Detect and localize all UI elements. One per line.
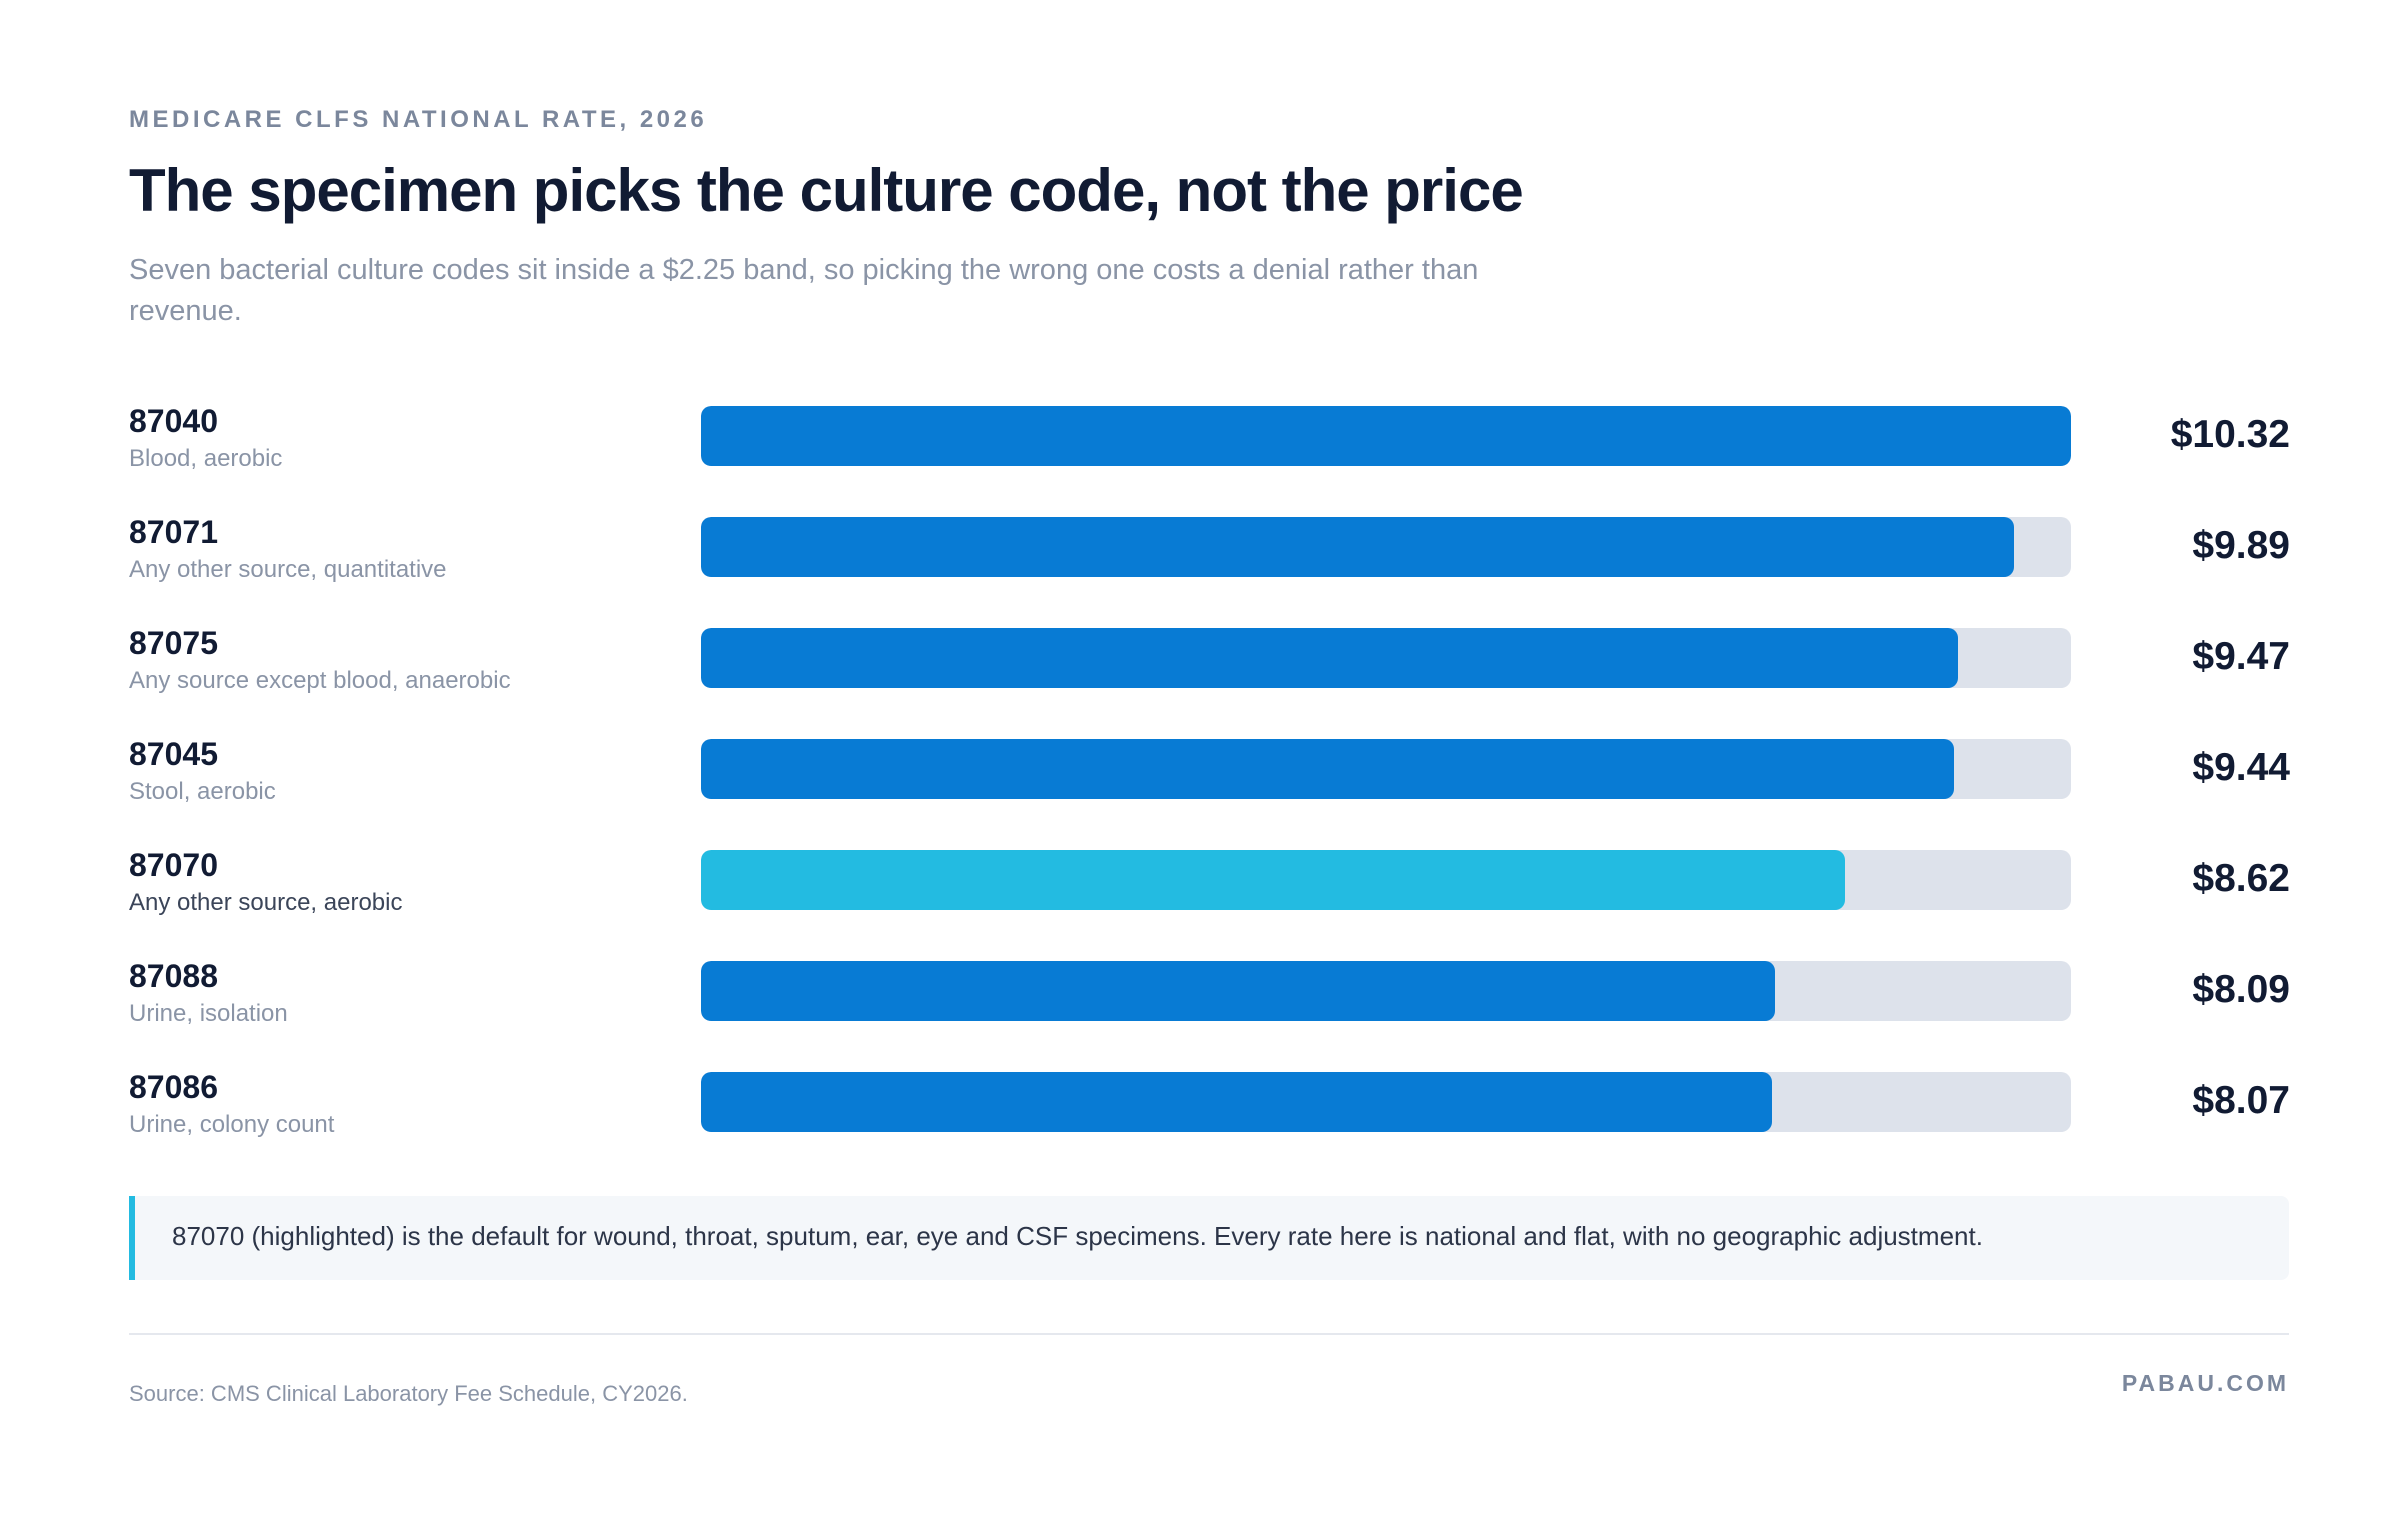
category-description: Stool, aerobic [129,778,276,805]
chart-title: The specimen picks the culture code, not… [129,157,1524,224]
category-description: Any other source, quantitative [129,556,447,583]
bar-row-87070: 87070 Any other source, aerobic $8.62 [0,847,2400,947]
category-label: 87086 [129,1069,218,1105]
value-label: $8.09 [2192,968,2290,1011]
category-description: Any source except blood, anaerobic [129,667,511,694]
bar-row-87040: 87040 Blood, aerobic $10.32 [0,403,2400,503]
category-label: 87071 [129,514,218,550]
value-label: $9.44 [2192,746,2290,789]
bar-87070 [701,850,1845,910]
bar-87075 [701,628,1958,688]
bar-row-87075: 87075 Any source except blood, anaerobic $… [0,625,2400,725]
brand-label: PABAU.COM [2121,1370,2289,1396]
value-label: $10.32 [2170,413,2290,456]
category-description: Urine, colony count [129,1111,335,1138]
bar-track [701,739,2071,799]
category-description: Urine, isolation [129,1000,288,1027]
bar-row-87086: 87086 Urine, colony count $8.07 [0,1069,2400,1169]
callout-note-text: 87070 (highlighted) is the default for w… [172,1221,1983,1251]
value-label: $8.62 [2192,857,2290,900]
callout-note: 87070 (highlighted) is the default for w… [129,1196,2289,1280]
bar-87088 [701,961,1775,1021]
category-label: 87075 [129,625,218,661]
category-label: 87088 [129,958,218,994]
category-description: Blood, aerobic [129,445,283,472]
source-note: Source: CMS Clinical Laboratory Fee Sche… [129,1381,688,1406]
footer-divider [129,1333,2289,1335]
value-label: $8.07 [2192,1079,2290,1122]
bar-track [701,628,2071,688]
value-label: $9.47 [2192,635,2290,678]
bar-87040 [701,406,2071,466]
bar-87045 [701,739,1954,799]
eyebrow-label: MEDICARE CLFS NATIONAL RATE, 2026 [129,106,708,133]
category-description: Any other source, aerobic [129,889,403,916]
category-label: 87040 [129,403,218,439]
bar-87071 [701,517,2014,577]
category-label: 87045 [129,736,218,772]
category-label: 87070 [129,847,218,883]
bar-row-87045: 87045 Stool, aerobic $9.44 [0,736,2400,836]
value-label: $9.89 [2192,524,2290,567]
bar-track [701,517,2071,577]
bar-track [701,1072,2071,1132]
bar-row-87088: 87088 Urine, isolation $8.09 [0,958,2400,1058]
bar-track [701,406,2071,466]
bar-track [701,850,2071,910]
bar-87086 [701,1072,1772,1132]
chart-subtitle: Seven bacterial culture codes sit inside… [129,254,1479,327]
bar-track [701,961,2071,1021]
bar-row-87071: 87071 Any other source, quantitative $9.89 [0,514,2400,614]
